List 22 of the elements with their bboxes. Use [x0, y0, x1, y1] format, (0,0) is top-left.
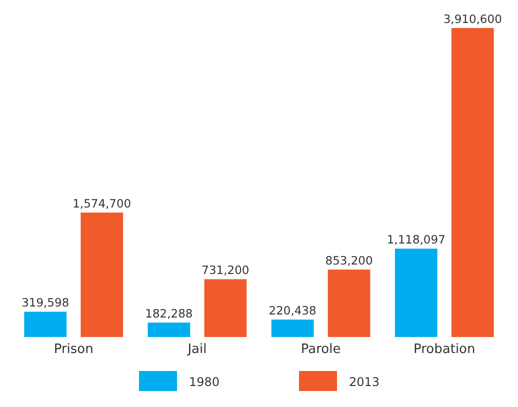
x-tick-label: Prison [54, 342, 94, 357]
x-tick-label: Jail [186, 342, 207, 357]
bar [204, 279, 247, 337]
x-tick-label: Probation [414, 342, 476, 357]
bar [24, 312, 67, 337]
bar [394, 248, 438, 337]
data-label: 3,910,600 [443, 12, 502, 26]
bar [451, 28, 494, 337]
data-label: 182,288 [145, 306, 193, 321]
legend-label: 2013 [349, 375, 380, 389]
data-label: 731,200 [202, 263, 250, 278]
data-label: 220,438 [268, 304, 316, 318]
bar [328, 270, 370, 337]
data-label: 319,598 [22, 296, 70, 310]
legend-label: 1980 [189, 375, 220, 389]
data-label: 1,574,700 [72, 196, 132, 211]
bar [80, 212, 124, 337]
bar [271, 320, 314, 337]
bar [148, 322, 190, 337]
data-label: 1,118,097 [386, 232, 446, 247]
data-label: 853,200 [325, 254, 373, 268]
x-tick-label: Parole [300, 342, 341, 357]
